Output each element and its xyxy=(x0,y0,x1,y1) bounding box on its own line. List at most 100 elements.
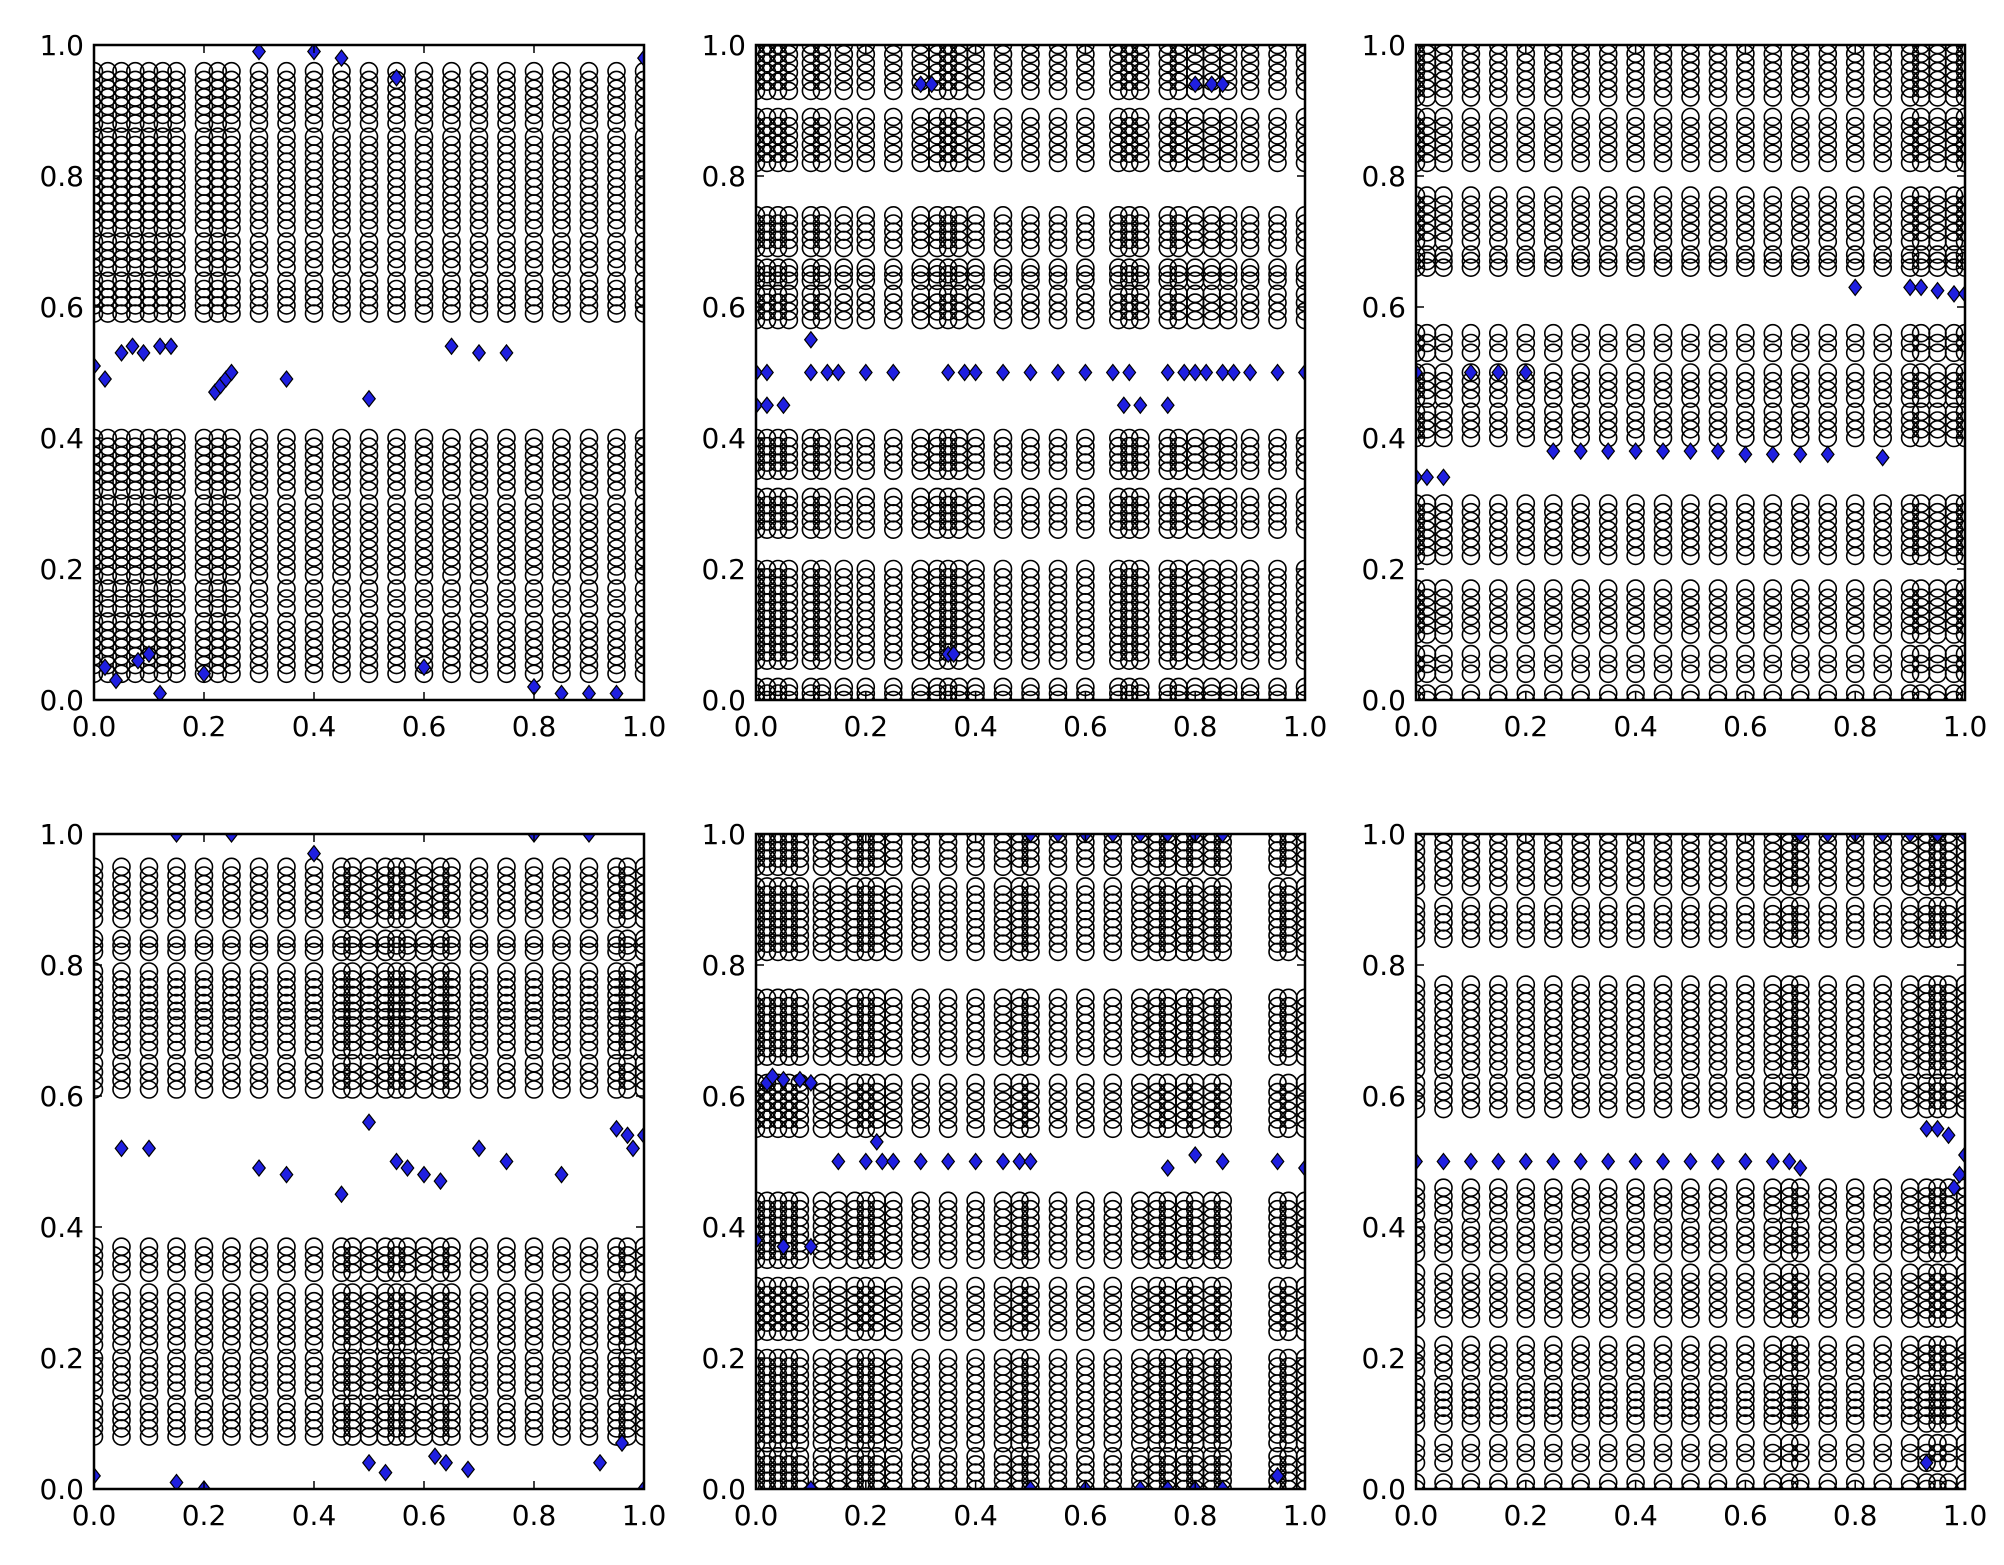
circle-point xyxy=(1218,214,1238,233)
diamond-point xyxy=(1947,284,1962,303)
circle-point xyxy=(1544,204,1563,224)
circle-point xyxy=(112,437,131,457)
circle-point xyxy=(469,494,489,513)
circle-point xyxy=(94,978,104,997)
circle-point xyxy=(304,127,324,146)
circle-point xyxy=(1416,126,1426,145)
circle-point xyxy=(167,437,186,457)
circle-point xyxy=(126,598,145,618)
diamond-point xyxy=(1243,363,1258,382)
circle-point xyxy=(1708,664,1728,684)
circle-point xyxy=(1736,579,1755,598)
circle-point xyxy=(1791,402,1810,422)
circle-point xyxy=(387,942,406,962)
circle-point xyxy=(524,557,544,576)
circle-point xyxy=(1845,606,1865,626)
circle-point xyxy=(1295,230,1305,250)
circle-point xyxy=(277,521,296,540)
circle-point xyxy=(1873,644,1892,664)
circle-point xyxy=(1571,371,1590,391)
circle-point xyxy=(1544,690,1563,700)
circle-point xyxy=(277,503,296,522)
circle-point xyxy=(1544,333,1563,353)
circle-point xyxy=(1598,690,1618,700)
circle-point xyxy=(1240,428,1260,448)
circle-point xyxy=(277,494,296,513)
circle-point xyxy=(938,53,958,73)
circle-point xyxy=(1626,116,1645,136)
circle-point xyxy=(1873,223,1892,242)
circle-point xyxy=(1416,606,1426,626)
circle-point xyxy=(1900,579,1920,598)
circle-point xyxy=(1626,615,1645,635)
circle-point xyxy=(1416,616,1426,635)
circle-point xyxy=(1218,284,1238,304)
circle-point xyxy=(94,892,104,911)
circle-point xyxy=(1873,588,1892,608)
diamond-point xyxy=(361,389,377,408)
circle-point xyxy=(332,942,351,962)
circle-point xyxy=(1845,690,1865,700)
circle-point xyxy=(1736,153,1755,173)
circle-point xyxy=(359,539,379,558)
circle-point xyxy=(94,612,104,631)
circle-point xyxy=(167,135,186,155)
circle-point xyxy=(112,977,131,997)
circle-point xyxy=(94,1246,104,1265)
circle-point xyxy=(1598,116,1618,136)
circle-point xyxy=(414,271,434,291)
circle-point xyxy=(1681,690,1700,700)
circle-point xyxy=(1818,588,1838,608)
circle-point xyxy=(167,1246,186,1265)
circle-point xyxy=(757,53,777,73)
circle-point xyxy=(812,677,832,697)
circle-point xyxy=(1681,126,1700,145)
circle-point xyxy=(1763,644,1783,664)
circle-point xyxy=(1516,323,1536,343)
circle-point xyxy=(222,985,241,1005)
x-tick-label: 1.0 xyxy=(1943,710,1988,743)
circle-point xyxy=(1681,588,1700,608)
circle-point xyxy=(249,993,269,1013)
circle-point xyxy=(579,437,599,457)
circle-point xyxy=(1736,232,1755,251)
circle-point xyxy=(194,437,214,457)
circle-point xyxy=(1461,625,1481,644)
circle-point xyxy=(387,428,406,448)
circle-point xyxy=(1076,126,1095,145)
diamond-point xyxy=(957,363,972,382)
circle-point xyxy=(856,487,876,507)
circle-point xyxy=(1516,144,1536,163)
circle-point xyxy=(607,232,626,251)
circle-point xyxy=(1955,428,1965,448)
circle-point xyxy=(139,977,159,997)
circle-point xyxy=(1048,293,1068,312)
y-tick-label: 0.8 xyxy=(701,160,746,193)
circle-point xyxy=(167,232,186,251)
circle-point xyxy=(167,548,186,567)
circle-point xyxy=(779,495,799,515)
circle-point xyxy=(856,81,876,101)
circle-point xyxy=(414,612,434,631)
circle-point xyxy=(579,279,599,299)
circle-point xyxy=(277,970,296,989)
circle-point xyxy=(1158,107,1178,127)
y-tick-label: 0.2 xyxy=(701,553,746,586)
circle-point xyxy=(1021,53,1040,73)
circle-point xyxy=(126,512,145,531)
circle-point xyxy=(208,512,228,531)
circle-point xyxy=(812,153,832,173)
circle-point xyxy=(1681,204,1700,224)
circle-point xyxy=(1489,153,1508,173)
circle-point xyxy=(1626,363,1645,382)
circle-point xyxy=(208,279,228,299)
circle-point xyxy=(1955,402,1965,422)
circle-point xyxy=(194,1356,214,1376)
circle-point xyxy=(1571,126,1590,145)
circle-point xyxy=(497,612,516,631)
circle-point xyxy=(1295,265,1305,284)
circle-point xyxy=(153,612,173,631)
circle-point xyxy=(966,144,985,163)
circle-point xyxy=(607,612,626,631)
circle-point xyxy=(1873,245,1892,264)
